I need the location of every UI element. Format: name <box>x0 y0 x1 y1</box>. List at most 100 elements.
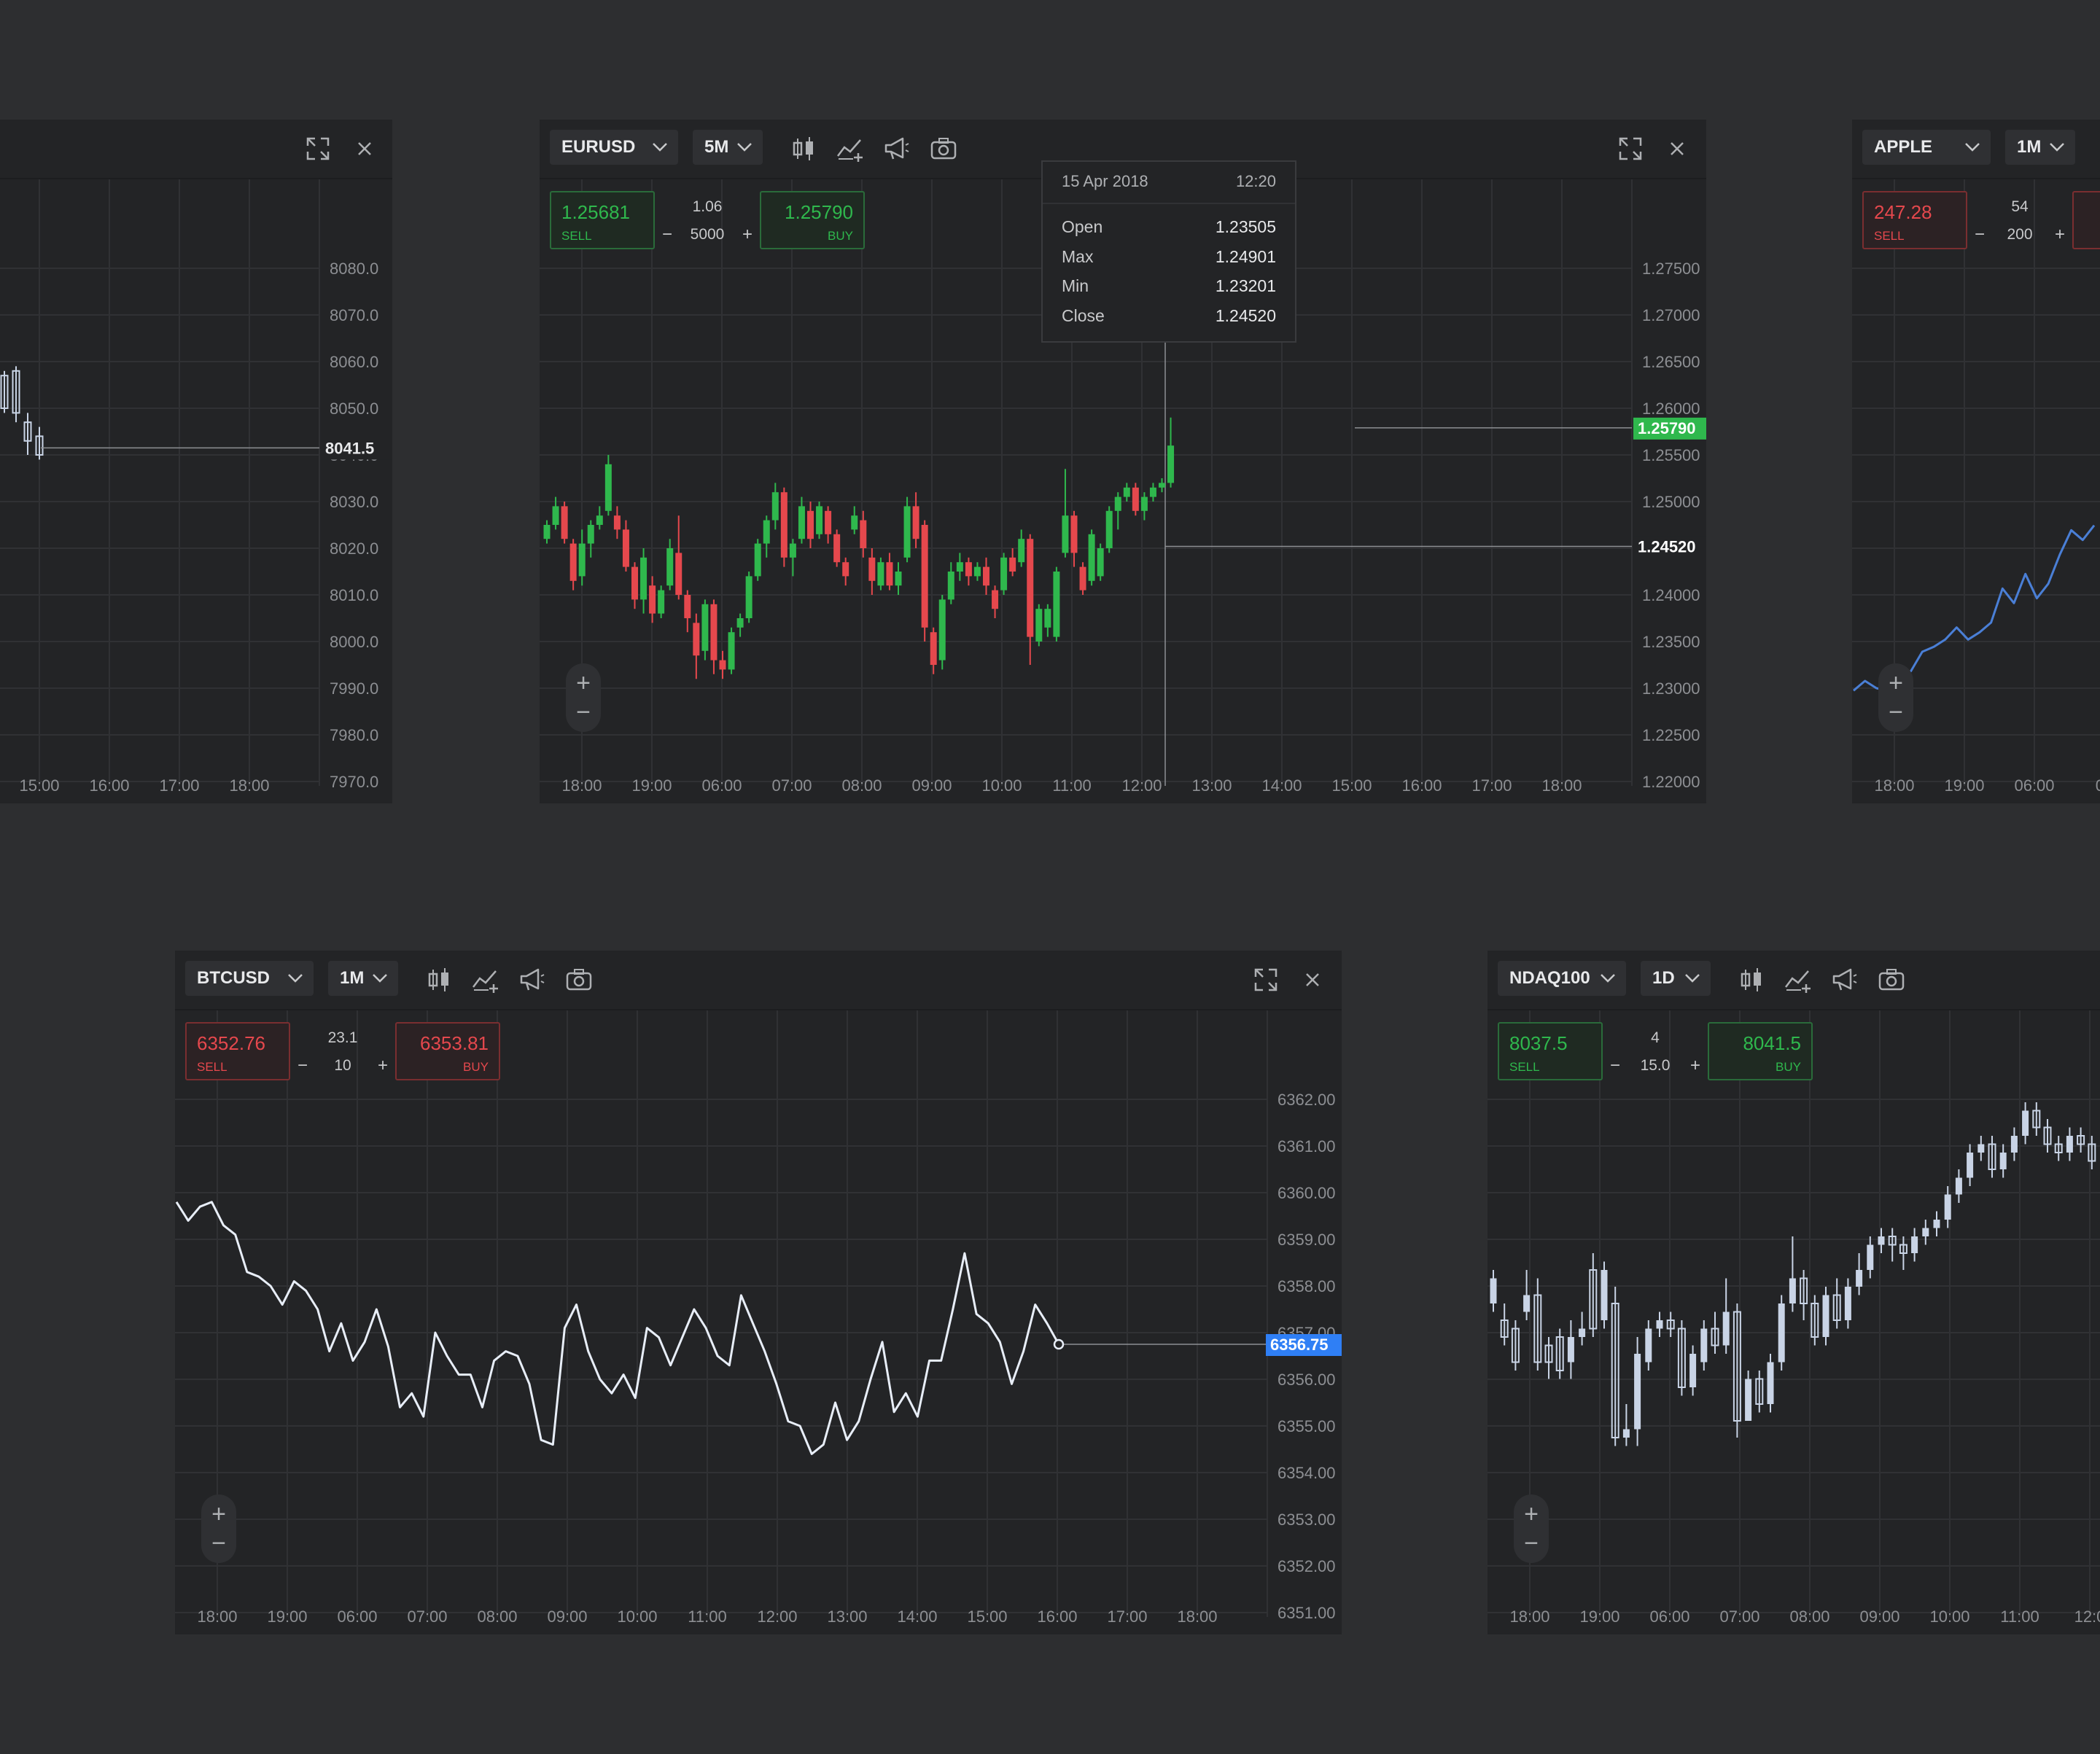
symbol-dropdown[interactable]: APPLE <box>1862 130 1991 165</box>
y-axis-tick-label: 1.23000 <box>1642 679 1700 698</box>
camera-icon[interactable] <box>1877 965 1906 994</box>
timeframe-dropdown[interactable]: 5M <box>693 130 763 165</box>
x-axis-tick-label: 06:00 <box>2014 776 2054 795</box>
timeframe-dropdown[interactable]: 1M <box>2005 130 2075 165</box>
candle-body <box>675 553 682 595</box>
close-icon[interactable] <box>1662 134 1692 163</box>
plus-icon[interactable]: + <box>377 1056 388 1075</box>
sell-button[interactable]: 1.25681 SELL <box>550 191 655 249</box>
zoom-out-button[interactable]: − <box>1524 1529 1539 1557</box>
zoom-in-button[interactable]: + <box>1524 1500 1539 1528</box>
candle-body <box>2022 1110 2029 1136</box>
indicator-icon[interactable] <box>471 965 500 994</box>
price-chart[interactable]: 18:00 19:00 06:00 07 <box>1852 179 2100 803</box>
timeframe-dropdown[interactable]: 1M <box>328 961 398 996</box>
spread-value: 54 <box>2011 198 2029 215</box>
panel-header: NDAQ100 1D <box>1488 951 2100 1010</box>
sell-button[interactable]: 247.28 SELL <box>1862 191 1967 249</box>
buy-button[interactable]: 8041.5 BUY <box>1708 1022 1813 1080</box>
candle-body <box>543 525 551 539</box>
candle-body <box>2077 1135 2085 1145</box>
quantity-value[interactable]: 15.0 <box>1640 1057 1671 1074</box>
minus-icon[interactable]: − <box>1610 1056 1621 1075</box>
sell-button[interactable]: 8037.5 SELL <box>1498 1022 1603 1080</box>
zoom-out-button[interactable]: − <box>211 1529 226 1557</box>
quantity-value[interactable]: 200 <box>2007 226 2033 243</box>
candle-body <box>1722 1311 1730 1346</box>
zoom-out-button[interactable]: − <box>1889 698 1903 726</box>
announcement-icon[interactable] <box>1830 965 1859 994</box>
buy-label: BUY <box>463 1060 489 1074</box>
y-axis-tick-label: 6360.00 <box>1278 1184 1336 1202</box>
candles <box>543 417 1175 679</box>
candle-body <box>780 492 788 558</box>
candle-body <box>1999 1153 2007 1169</box>
minus-icon[interactable]: − <box>298 1056 308 1075</box>
close-icon[interactable] <box>350 134 379 163</box>
candle-body <box>1622 1429 1630 1438</box>
indicator-icon[interactable] <box>836 134 865 163</box>
price-chart[interactable]: 6362.006361.006360.006359.006358.006357.… <box>175 1010 1342 1634</box>
minus-icon[interactable]: − <box>1975 225 1986 244</box>
x-axis-tick-label: 08:00 <box>1789 1607 1829 1626</box>
candle-body <box>1822 1295 1829 1337</box>
tooltip-label: Open <box>1062 217 1103 236</box>
candle-body <box>710 604 718 660</box>
candle-body <box>1745 1379 1752 1421</box>
announcement-icon[interactable] <box>882 134 911 163</box>
candle-body <box>930 632 937 665</box>
candle-body <box>1955 1177 1962 1195</box>
expand-icon[interactable] <box>1616 134 1645 163</box>
candlestick-icon[interactable] <box>424 965 454 994</box>
candle-body <box>1079 566 1086 590</box>
sell-price: 1.25681 <box>561 201 630 223</box>
minus-icon[interactable]: − <box>662 225 673 244</box>
plus-icon[interactable]: + <box>2054 225 2065 244</box>
plus-icon[interactable]: + <box>1689 1056 1700 1075</box>
indicator-icon[interactable] <box>1784 965 1813 994</box>
candle-body <box>1544 1344 1553 1363</box>
sell-label: SELL <box>197 1060 228 1074</box>
price-chart[interactable]: 1.27500 1.27000 1.26500 1.26000 1.25500 1.250… <box>540 179 1706 803</box>
candle-body <box>921 525 928 628</box>
expand-icon[interactable] <box>303 134 332 163</box>
symbol-dropdown[interactable]: EURUSD <box>550 130 678 165</box>
price-chart[interactable]: 18:00 19:00 06:00 07:00 08:00 09:00 10:00 11:00… <box>1488 1010 2100 1634</box>
candle-body <box>1490 1278 1497 1303</box>
candle-body <box>1811 1303 1819 1338</box>
x-axis-tick-label: 07:00 <box>407 1607 447 1626</box>
y-axis-tick-label: 6359.00 <box>1278 1231 1336 1249</box>
timeframe-dropdown[interactable]: 1D <box>1641 961 1711 996</box>
panel-header <box>0 120 392 179</box>
quantity-value[interactable]: 5000 <box>690 226 725 243</box>
zoom-in-button[interactable]: + <box>576 669 591 697</box>
zoom-out-button[interactable]: − <box>576 698 591 726</box>
y-axis-tick-label: 7970.0 <box>330 773 378 791</box>
announcement-icon[interactable] <box>518 965 547 994</box>
buy-button[interactable] <box>2072 191 2100 249</box>
zoom-in-button[interactable]: + <box>1889 669 1903 697</box>
camera-icon[interactable] <box>929 134 958 163</box>
expand-icon[interactable] <box>1251 965 1280 994</box>
symbol-dropdown[interactable]: NDAQ100 <box>1498 961 1626 996</box>
candle-body <box>1149 487 1156 497</box>
zoom-in-button[interactable]: + <box>211 1500 226 1528</box>
quantity-value[interactable]: 10 <box>334 1057 351 1074</box>
buy-button[interactable]: 6353.81 BUY <box>395 1022 500 1080</box>
close-icon[interactable] <box>1298 965 1327 994</box>
candlestick-icon[interactable] <box>789 134 818 163</box>
candle-body <box>1009 557 1016 572</box>
chart-panel-eurusd: EURUSD 5M 1.27500 1.27000 1.26500 1.26000 1.… <box>540 120 1706 803</box>
candlestick-icon[interactable] <box>1737 965 1766 994</box>
timeframe-label: 5M <box>704 137 729 157</box>
candle-body <box>798 506 805 539</box>
symbol-dropdown[interactable]: BTCUSD <box>185 961 314 996</box>
candle-body <box>842 562 849 577</box>
y-axis-tick-label: 8010.0 <box>330 586 378 604</box>
buy-button[interactable]: 1.25790 BUY <box>760 191 865 249</box>
camera-icon[interactable] <box>564 965 594 994</box>
spread-value: 4 <box>1651 1029 1660 1046</box>
plus-icon[interactable]: + <box>742 225 752 244</box>
sell-button[interactable]: 6352.76 SELL <box>185 1022 290 1080</box>
price-chart[interactable]: 8080.08070.08060.08050.08040.08030.08020… <box>0 179 392 803</box>
